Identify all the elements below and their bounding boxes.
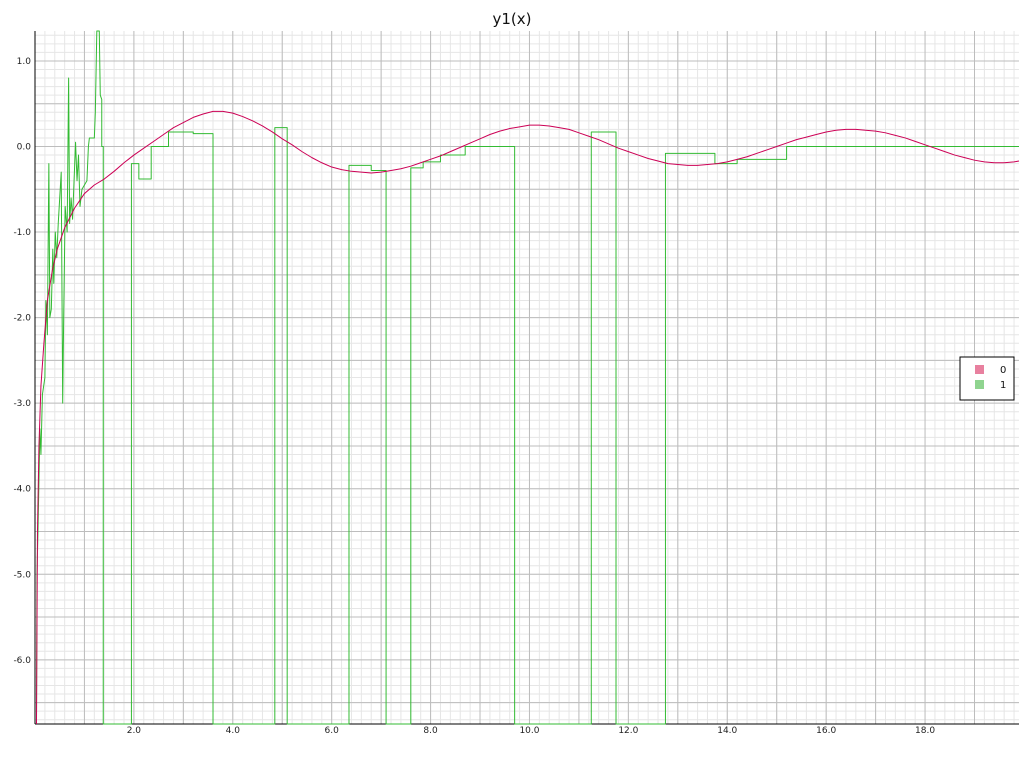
minor-grid (35, 31, 1019, 724)
x-axis-ticks: 2.0 4.0 6.0 8.0 10.0 12.0 14.0 16.0 18.0 (127, 726, 936, 736)
legend-label-0: 0 (1000, 365, 1006, 376)
x-tick-label: 14.0 (717, 726, 737, 736)
legend-swatch-0 (975, 365, 984, 374)
x-tick-label: 10.0 (519, 726, 539, 736)
x-tick-label: 2.0 (127, 726, 142, 736)
y-tick-label: 1.0 (17, 57, 32, 67)
x-tick-label: 12.0 (618, 726, 638, 736)
chart-title: y1(x) (492, 10, 531, 28)
x-tick-label: 18.0 (915, 726, 935, 736)
x-tick-label: 6.0 (325, 726, 340, 736)
x-tick-label: 4.0 (226, 726, 241, 736)
legend-swatch-1 (975, 380, 984, 389)
y-tick-label: -3.0 (13, 399, 31, 409)
x-tick-label: 16.0 (816, 726, 836, 736)
x-tick-label: 8.0 (423, 726, 438, 736)
y-tick-label: -2.0 (13, 314, 31, 324)
legend-box (959, 356, 1015, 401)
y-tick-label: -5.0 (13, 570, 31, 580)
series-line-1 (35, 30, 1019, 725)
legend-label-1: 1 (1000, 380, 1006, 391)
series-layer (35, 30, 1020, 725)
legend: 01 (959, 356, 1015, 401)
series-line-0 (35, 110, 1020, 725)
y-tick-label: -1.0 (13, 228, 31, 238)
y-tick-label: -4.0 (13, 485, 31, 495)
y-tick-label: 0.0 (17, 143, 32, 153)
y-axis-ticks: 1.0 0.0 -1.0 -2.0 -3.0 -4.0 -5.0 -6.0 (13, 57, 31, 666)
y-tick-label: -6.0 (13, 656, 31, 666)
major-grid (35, 31, 1019, 724)
